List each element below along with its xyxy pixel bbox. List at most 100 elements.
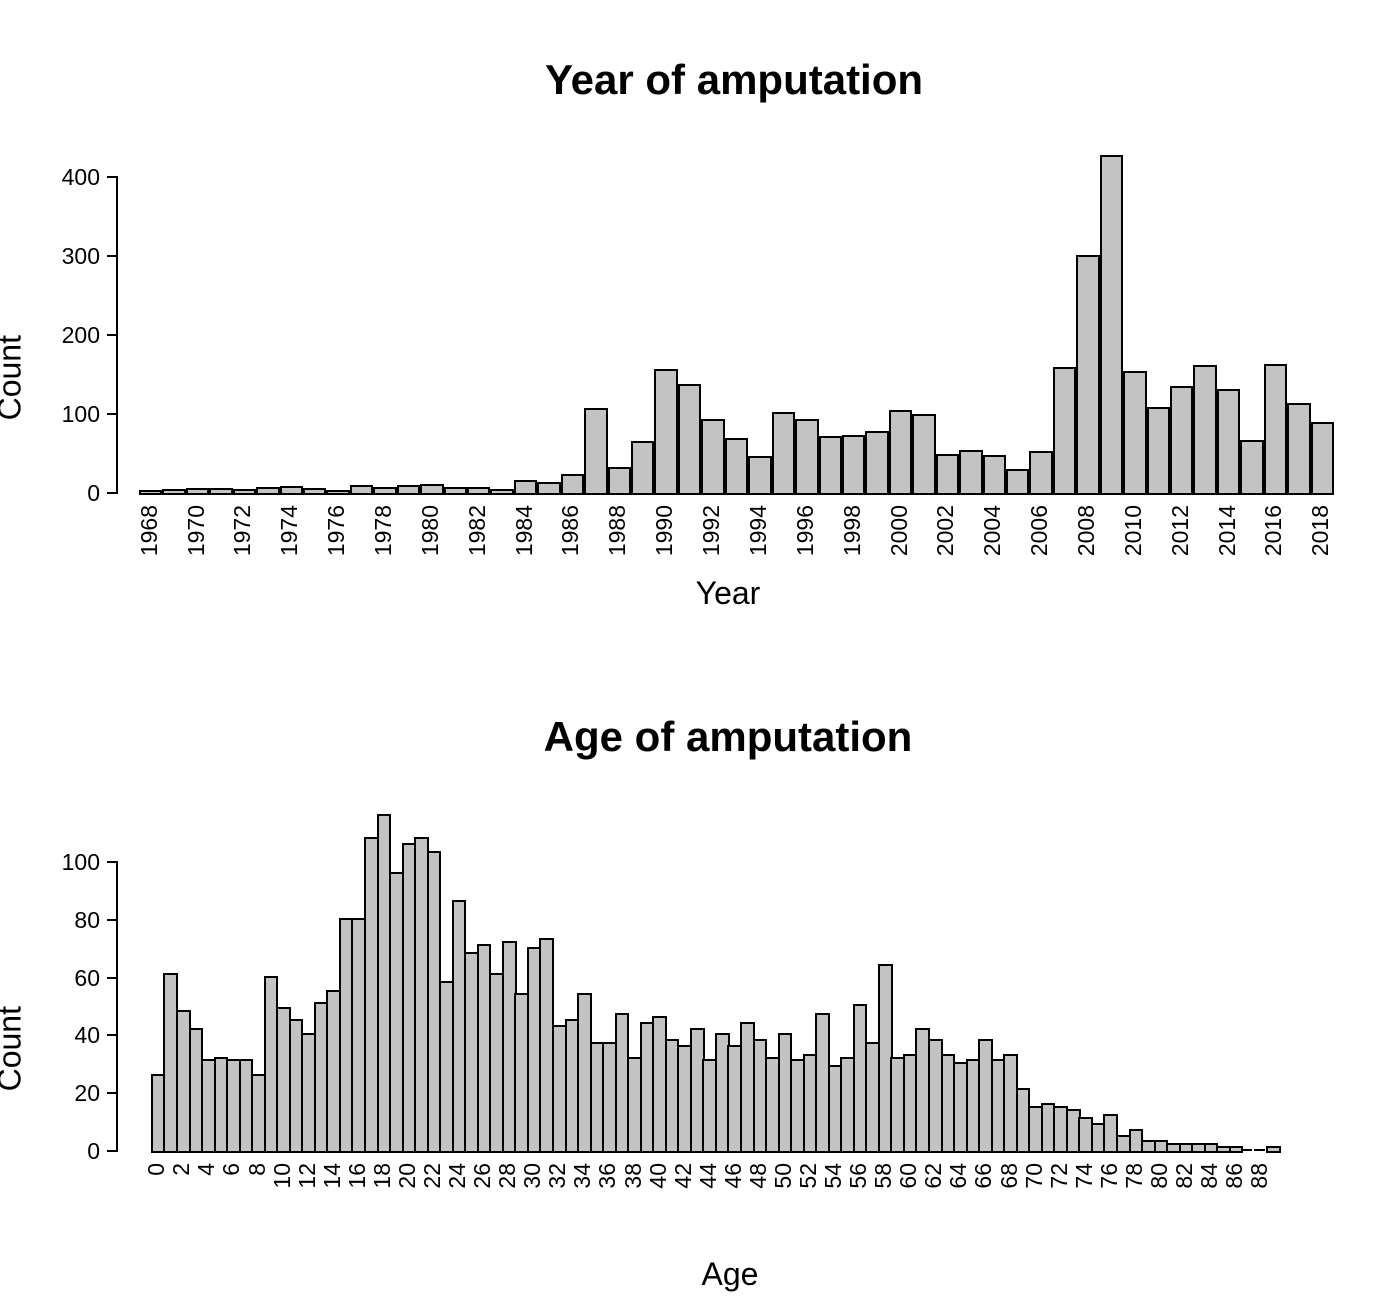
- x-tick-label: 58: [870, 1163, 897, 1189]
- y-tick-mark: [107, 413, 116, 415]
- y-axis-line: [116, 176, 118, 494]
- bar: [1169, 386, 1194, 495]
- x-tick-label: 1996: [791, 505, 818, 557]
- x-tick-label: 2002: [932, 505, 959, 557]
- x-tick-label: 2006: [1026, 505, 1053, 557]
- y-tick-mark: [107, 492, 116, 494]
- bar: [865, 431, 889, 495]
- x-tick-label: 1994: [744, 505, 771, 557]
- x-tick-label: 2016: [1260, 505, 1287, 557]
- x-tick-label: 1972: [229, 505, 256, 557]
- x-tick-label: 22: [419, 1163, 445, 1189]
- x-tick-label: 1982: [463, 505, 490, 557]
- x-axis-label-age: Age: [701, 1256, 759, 1292]
- bar: [162, 489, 186, 495]
- x-tick-label: 2000: [885, 505, 912, 557]
- chart-title-age: Age of amputation: [543, 713, 913, 760]
- x-tick-label: 6: [218, 1163, 245, 1176]
- bar: [279, 486, 304, 495]
- x-tick-label: 64: [945, 1163, 972, 1189]
- x-tick-label: 70: [1020, 1163, 1047, 1189]
- bar: [256, 487, 280, 495]
- y-tick-label: 60: [74, 964, 100, 991]
- y-tick-label: 0: [87, 1138, 100, 1164]
- x-tick-label: 16: [343, 1163, 370, 1189]
- bar: [1310, 422, 1334, 495]
- bar: [912, 414, 936, 495]
- bar: [1266, 1146, 1282, 1153]
- x-tick-label: 1970: [182, 505, 209, 557]
- x-tick-label: 1974: [276, 505, 303, 557]
- x-tick-label: 1980: [416, 505, 443, 557]
- x-tick-label: 42: [669, 1163, 696, 1189]
- y-tick-mark: [107, 918, 116, 921]
- x-tick-label: 28: [494, 1163, 521, 1189]
- x-tick-label: 66: [970, 1163, 997, 1189]
- y-tick-mark: [107, 176, 116, 178]
- bar: [771, 412, 796, 495]
- x-tick-label: 52: [795, 1163, 821, 1189]
- chart-title-year: Year of amputation: [544, 56, 924, 103]
- bar: [1287, 403, 1311, 495]
- y-axis-label-year: Count: [0, 335, 28, 421]
- x-tick-label: 82: [1171, 1163, 1197, 1189]
- bar: [326, 490, 350, 495]
- x-tick-label: 1968: [135, 505, 162, 557]
- bar: [420, 484, 444, 495]
- bar: [1076, 255, 1100, 495]
- bar: [1241, 1149, 1252, 1151]
- y-tick-label: 20: [74, 1080, 100, 1107]
- x-tick-label: 80: [1145, 1163, 1172, 1189]
- x-tick-label: 4: [193, 1163, 220, 1176]
- y-tick-mark: [107, 1150, 116, 1152]
- y-tick-label: 300: [61, 243, 100, 269]
- bar: [1263, 364, 1288, 495]
- x-tick-label: 40: [644, 1163, 671, 1189]
- x-tick-label: 1988: [604, 505, 631, 557]
- y-tick-label: 100: [61, 401, 100, 427]
- bar: [1146, 407, 1170, 495]
- y-tick-mark: [107, 334, 116, 336]
- y-tick-label: 100: [61, 849, 100, 875]
- x-tick-label: 18: [368, 1163, 395, 1189]
- y-tick-mark: [107, 861, 116, 863]
- x-tick-label: 2008: [1072, 505, 1099, 557]
- bar: [1240, 440, 1264, 495]
- bar: [724, 438, 749, 495]
- x-tick-label: 68: [995, 1163, 1022, 1189]
- bar: [560, 474, 585, 495]
- x-tick-label: 1976: [323, 505, 350, 557]
- x-tick-label: 26: [469, 1163, 496, 1189]
- x-tick-label: 38: [619, 1163, 646, 1189]
- bar: [349, 485, 374, 495]
- x-tick-label: 1990: [651, 505, 678, 557]
- bar: [138, 490, 163, 495]
- x-tick-label: 2012: [1166, 505, 1193, 557]
- bar: [1029, 451, 1053, 495]
- x-tick-label: 32: [544, 1163, 571, 1189]
- bar: [795, 419, 819, 495]
- bar: [1253, 1149, 1265, 1151]
- bar: [396, 485, 421, 495]
- x-tick-label: 62: [920, 1163, 947, 1189]
- bar: [935, 454, 960, 495]
- x-tick-label: 60: [895, 1163, 922, 1189]
- bar: [1193, 365, 1217, 495]
- x-tick-label: 54: [820, 1163, 847, 1189]
- bar: [607, 467, 632, 495]
- bar: [537, 482, 561, 495]
- x-tick-label: 76: [1095, 1163, 1122, 1189]
- x-tick-label: 56: [845, 1163, 872, 1189]
- bar: [185, 488, 210, 495]
- y-axis-label-age: Count: [0, 1006, 28, 1092]
- bar: [1123, 371, 1147, 495]
- bar: [232, 489, 257, 495]
- y-axis-line: [116, 861, 118, 1152]
- bar: [677, 384, 702, 495]
- y-tick-mark: [107, 1092, 116, 1095]
- x-tick-label: 50: [769, 1163, 796, 1189]
- bar: [1103, 1114, 1119, 1153]
- bar: [654, 369, 678, 495]
- y-tick-label: 0: [87, 480, 100, 506]
- bar: [818, 436, 842, 495]
